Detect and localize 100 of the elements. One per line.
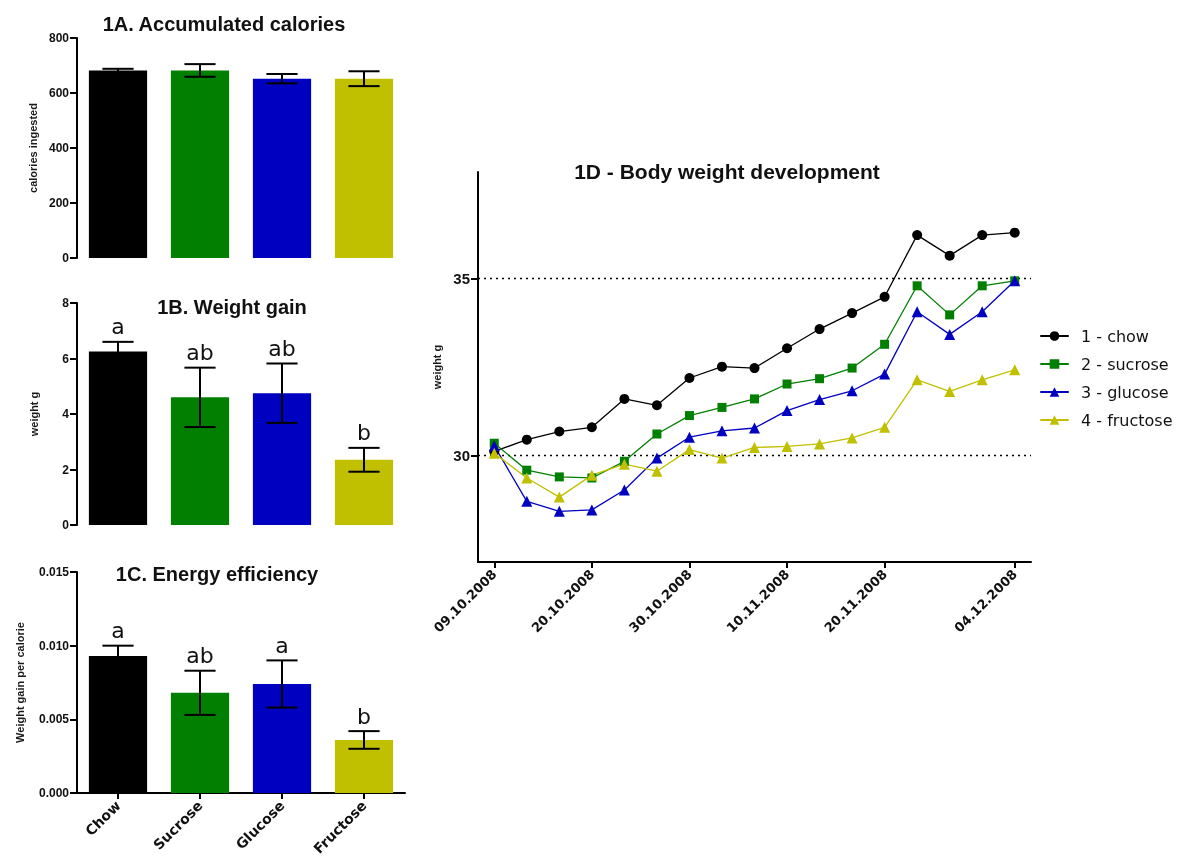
annotation: ab: [268, 335, 296, 361]
point: [749, 363, 760, 374]
bar: [252, 683, 312, 793]
y-axis-title: weight g: [27, 391, 40, 438]
y-axis-title: weight g: [430, 344, 443, 391]
point: [782, 343, 793, 354]
annotation: b: [357, 703, 371, 729]
point: [651, 400, 662, 411]
point: [977, 230, 988, 241]
point: [782, 379, 792, 389]
y-tick-label: 4: [62, 407, 70, 421]
chart-title: 1A. Accumulated calories: [102, 13, 346, 35]
point: [618, 484, 630, 496]
y-tick-label: 0.010: [38, 638, 70, 653]
y-tick-label: 2: [62, 462, 70, 477]
y-tick-label: 600: [48, 86, 70, 100]
point: [586, 504, 598, 516]
bar: [170, 397, 230, 525]
point: [814, 394, 826, 406]
point: [618, 458, 630, 470]
y-tick-label: 8: [62, 296, 70, 310]
point: [553, 505, 565, 517]
point: [912, 281, 922, 291]
y-tick-label: 30: [453, 447, 470, 465]
y-tick-label: 200: [48, 196, 70, 210]
point: [814, 324, 825, 335]
y-axis-title: Weight gain per calorie: [13, 622, 26, 743]
point: [781, 405, 793, 417]
y-tick-label: 0: [62, 251, 70, 265]
point: [879, 368, 891, 380]
y-tick-label: 6: [62, 351, 70, 366]
y-tick-label: 0: [62, 518, 70, 532]
annotation: ab: [186, 643, 214, 669]
legend-label: 4 - fructose: [1081, 410, 1173, 430]
point: [911, 306, 923, 318]
point: [912, 230, 923, 241]
annotation: a: [111, 314, 125, 340]
point: [684, 411, 694, 421]
chart-title: 1D - Body weight development: [574, 160, 880, 183]
point: [944, 250, 955, 261]
point: [880, 339, 890, 349]
bar: [334, 739, 394, 793]
annotation: a: [275, 632, 289, 658]
point: [586, 422, 597, 433]
y-tick-label: 0.005: [38, 712, 70, 727]
point: [717, 402, 727, 412]
point: [814, 438, 826, 450]
point: [781, 440, 793, 452]
annotation: ab: [186, 340, 214, 366]
point: [976, 374, 988, 386]
point: [554, 472, 564, 482]
point: [716, 452, 728, 464]
point: [521, 434, 532, 445]
point: [619, 393, 630, 404]
point: [847, 363, 857, 373]
point: [977, 281, 987, 291]
point: [944, 328, 956, 340]
point: [911, 374, 923, 386]
point: [586, 469, 598, 481]
point: [652, 429, 662, 439]
bar: [252, 393, 312, 525]
point: [846, 385, 858, 397]
y-tick-label: 0.015: [38, 565, 70, 579]
y-tick-label: 400: [48, 141, 70, 155]
annotation: b: [357, 420, 371, 446]
chart-title: 1B. Weight gain: [157, 296, 307, 318]
legend-label: 1 - chow: [1081, 326, 1149, 346]
point: [1009, 364, 1021, 376]
point: [847, 308, 858, 319]
point: [846, 432, 858, 444]
y-tick-label: 35: [453, 269, 470, 287]
point: [553, 491, 565, 503]
legend-label: 3 - glucose: [1081, 382, 1169, 402]
point: [651, 452, 663, 464]
point: [716, 425, 728, 437]
point: [879, 421, 891, 433]
point: [749, 422, 760, 434]
y-tick-label: 800: [48, 31, 70, 45]
y-tick-label: 0.000: [38, 786, 70, 800]
point: [716, 361, 727, 372]
chart-title: 1C. Energy efficiency: [115, 563, 320, 585]
point: [879, 291, 890, 302]
point: [651, 465, 663, 477]
point: [684, 372, 695, 383]
point: [944, 385, 956, 397]
point: [1009, 227, 1020, 238]
point: [683, 431, 695, 443]
point: [522, 465, 532, 475]
point: [945, 310, 955, 320]
point: [749, 441, 760, 453]
annotation: a: [111, 618, 125, 644]
point: [521, 495, 533, 507]
bar: [334, 459, 394, 525]
point: [976, 306, 988, 318]
y-axis-title: calories ingested: [26, 103, 39, 193]
point: [750, 394, 759, 404]
legend-label: 2 - sucrose: [1081, 354, 1169, 374]
bar: [170, 692, 230, 793]
point: [521, 472, 533, 484]
point: [683, 444, 695, 456]
